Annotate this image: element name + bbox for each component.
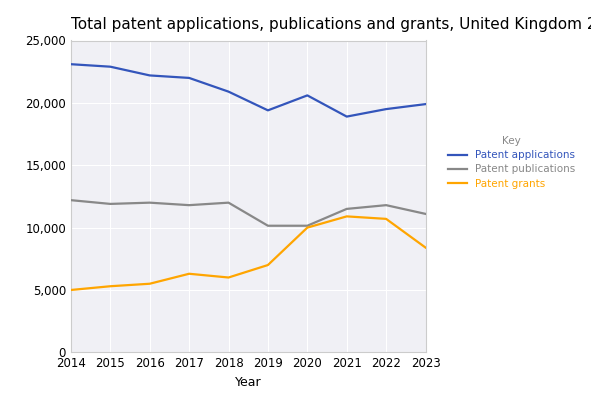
Patent applications	[343, 114, 350, 119]
Patent applications	[67, 62, 74, 67]
Patent applications	[107, 64, 114, 69]
Patent grants	[186, 271, 193, 276]
Patent publications	[422, 211, 429, 216]
Patent publications	[304, 223, 311, 228]
Patent grants	[304, 225, 311, 230]
Patent grants	[343, 214, 350, 219]
X-axis label: Year: Year	[235, 376, 262, 389]
Text: Total patent applications, publications and grants, United Kingdom 2014-2023: Total patent applications, publications …	[71, 17, 591, 32]
Patent publications	[67, 198, 74, 202]
Patent grants	[382, 216, 389, 221]
Patent grants	[107, 284, 114, 289]
Line: Patent grants: Patent grants	[71, 216, 426, 290]
Patent publications	[382, 203, 389, 208]
Patent applications	[146, 73, 153, 78]
Patent applications	[382, 107, 389, 111]
Patent applications	[264, 108, 271, 113]
Line: Patent publications: Patent publications	[71, 200, 426, 226]
Patent applications	[304, 93, 311, 98]
Patent grants	[422, 245, 429, 250]
Patent publications	[343, 207, 350, 211]
Legend: Patent applications, Patent publications, Patent grants: Patent applications, Patent publications…	[445, 133, 579, 192]
Patent publications	[264, 223, 271, 228]
Patent applications	[225, 89, 232, 94]
Patent grants	[146, 281, 153, 286]
Patent grants	[264, 262, 271, 267]
Patent grants	[225, 275, 232, 280]
Patent publications	[107, 201, 114, 206]
Patent publications	[225, 200, 232, 205]
Patent applications	[422, 102, 429, 107]
Patent grants	[67, 288, 74, 292]
Patent applications	[186, 75, 193, 80]
Patent publications	[186, 203, 193, 208]
Line: Patent applications: Patent applications	[71, 64, 426, 117]
Patent publications	[146, 200, 153, 205]
